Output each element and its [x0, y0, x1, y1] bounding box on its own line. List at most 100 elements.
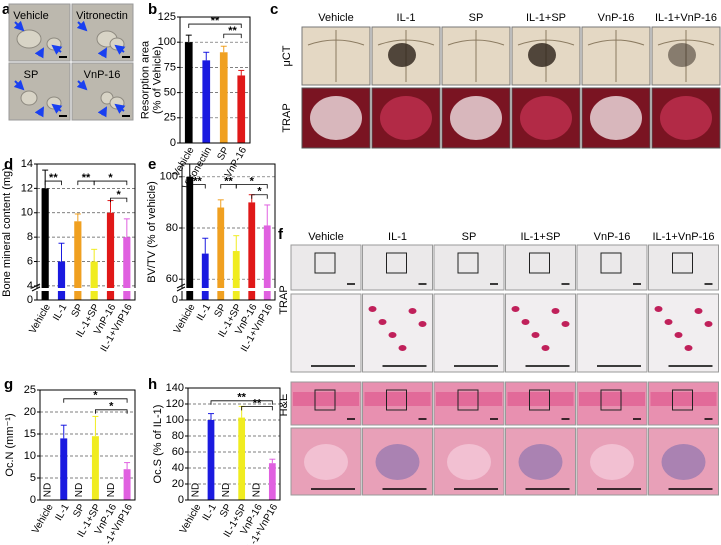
column-label: IL-1+VnP-16	[655, 12, 717, 24]
bar	[57, 261, 66, 300]
panel-letter: a	[2, 1, 11, 18]
resorption-pit	[109, 37, 125, 51]
histology-image	[362, 293, 433, 373]
significance-label: *	[117, 189, 122, 201]
significance-label: **	[253, 397, 262, 409]
bar	[219, 52, 228, 143]
bar	[74, 221, 82, 300]
skull-suture	[307, 30, 365, 82]
value-label: ND	[74, 483, 85, 497]
arrow	[114, 103, 126, 114]
y-tick-label: 10	[21, 207, 33, 219]
tissue	[661, 444, 706, 480]
bar	[202, 60, 211, 143]
bar	[238, 417, 246, 500]
significance-label: **	[211, 15, 220, 27]
trap-stain	[380, 96, 432, 140]
trap-cell	[664, 319, 673, 325]
y-tick-label: 100	[158, 36, 176, 48]
significance-bracket	[63, 398, 128, 403]
y-tick-label: 5	[30, 472, 36, 484]
y-tick-label: 4	[27, 280, 33, 292]
image-label: Vehicle	[13, 10, 48, 22]
trap-cell	[561, 321, 570, 327]
inset-box	[386, 252, 407, 274]
arrow	[97, 47, 107, 59]
y-tick-label: 10	[24, 450, 36, 462]
significance-bracket	[210, 400, 273, 405]
significance-bracket	[44, 180, 62, 186]
significance-label: **	[193, 175, 202, 187]
y-tick-label: 0	[30, 494, 36, 506]
plot-frame	[179, 16, 251, 144]
bar	[123, 469, 131, 500]
axis-break-gap	[33, 288, 139, 291]
resorption-pit	[46, 37, 62, 51]
arrow	[13, 20, 25, 32]
y-tick-label: 60	[166, 273, 178, 285]
column-label: IL-1	[397, 12, 416, 24]
inset-box	[386, 389, 407, 411]
lesion	[668, 43, 696, 67]
significance-label: *	[109, 401, 114, 413]
y-tick-label: 125	[158, 11, 176, 23]
significance-label: *	[257, 186, 262, 198]
trap-cell	[654, 306, 663, 312]
y-tick-label: 80	[166, 222, 178, 234]
trap-stain	[310, 96, 362, 140]
value-label: ND	[190, 483, 201, 497]
y-tick-label: 20	[24, 406, 36, 418]
plot-frame	[36, 163, 136, 301]
plot-frame	[187, 387, 281, 501]
significance-label: *	[93, 390, 98, 402]
significance-label: **	[224, 175, 233, 187]
tissue	[447, 444, 491, 480]
axis-break	[176, 283, 186, 292]
significance-bracket	[93, 180, 128, 186]
panel-letter: b	[148, 1, 157, 18]
axis-break	[31, 283, 41, 292]
bar	[90, 261, 98, 300]
x-tick-label: Vehicle	[27, 302, 53, 336]
bar	[106, 212, 115, 300]
trap-stain	[590, 96, 642, 140]
arrow	[51, 44, 63, 55]
panel-letter: c	[270, 1, 278, 18]
x-tick-label: IL-1	[201, 502, 219, 523]
y-tick-label: 120	[166, 398, 184, 410]
y-tick-label: 40	[172, 462, 184, 474]
bone	[293, 392, 359, 406]
trap-cell	[511, 306, 520, 312]
significance-bracket	[235, 184, 268, 189]
column-label: VnP-16	[598, 12, 635, 24]
y-tick-label: 0	[178, 494, 184, 506]
inset-box	[672, 252, 693, 274]
panel-letter: g	[4, 376, 13, 393]
value-label: ND	[252, 483, 263, 497]
y-axis-label-line: Resorption area	[140, 40, 152, 119]
trap-stain	[520, 96, 572, 140]
bar	[184, 42, 193, 144]
x-tick-label: IL-1	[195, 302, 213, 323]
bone	[507, 392, 574, 406]
x-tick-label: IL-1	[53, 502, 71, 523]
trap-cell	[378, 319, 387, 325]
significance-label: **	[228, 25, 237, 37]
y-tick-label: 15	[24, 428, 36, 440]
column-label: IL-1	[388, 231, 407, 243]
inset-box	[457, 389, 479, 411]
bone	[436, 392, 502, 406]
arrow	[51, 103, 63, 114]
plot-frame	[39, 389, 136, 501]
trap-cell	[704, 321, 713, 327]
histology-image	[576, 293, 648, 373]
histology-image	[290, 293, 362, 373]
bar	[207, 420, 215, 500]
y-tick-label: 0	[172, 294, 178, 306]
y-tick-label: 14	[21, 158, 33, 170]
y-axis-label: Resorption area(% of Vehicle)	[140, 40, 164, 119]
y-tick-label: 50	[164, 87, 176, 99]
inset-box	[600, 389, 622, 411]
arrow	[76, 20, 88, 32]
